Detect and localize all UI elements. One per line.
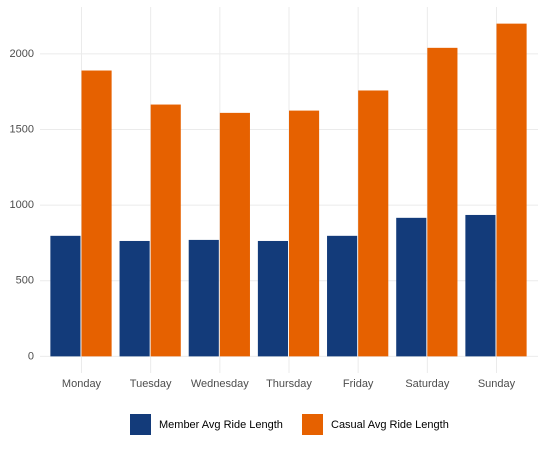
bar [119,240,150,357]
bar [496,23,527,357]
bar [427,47,458,357]
bar [396,217,427,357]
x-tick-label: Monday [62,378,102,390]
bar [327,235,358,357]
legend-swatch [130,414,151,435]
legend-swatch [302,414,323,435]
bar [219,112,250,357]
bar [289,110,320,357]
x-tick-label: Friday [343,378,374,390]
y-tick-label: 500 [16,275,34,287]
y-tick-label: 2000 [10,48,34,60]
bar [188,239,219,357]
y-tick-label: 1500 [10,123,34,135]
legend-text: Casual Avg Ride Length [331,419,449,431]
x-tick-label: Sunday [478,378,516,390]
x-tick-label: Thursday [266,378,312,390]
y-tick-label: 1000 [10,199,34,211]
x-tick-label: Saturday [405,378,450,390]
bar [257,240,288,357]
x-tick-label: Tuesday [130,378,172,390]
bar [358,90,389,357]
bar [81,70,112,357]
x-tick-label: Wednesday [191,378,249,390]
bar [50,235,81,357]
y-tick-label: 0 [28,350,34,362]
bar [150,104,181,357]
bar [465,214,496,357]
legend-text: Member Avg Ride Length [159,419,283,431]
